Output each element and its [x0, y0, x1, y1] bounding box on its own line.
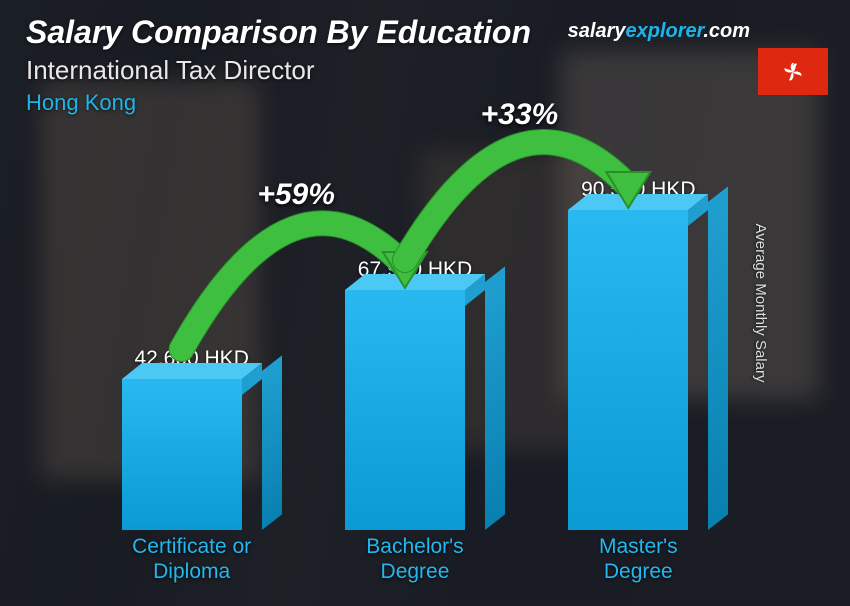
bar-front-face	[345, 290, 465, 530]
y-axis-label: Average Monthly Salary	[752, 224, 769, 383]
job-title: International Tax Director	[26, 55, 531, 86]
location: Hong Kong	[26, 90, 531, 116]
bar-front-face	[568, 210, 688, 530]
brand-part1: salary	[568, 20, 626, 42]
bar-side-face	[485, 266, 505, 530]
page-title: Salary Comparison By Education	[26, 14, 531, 51]
flag-hong-kong	[758, 48, 828, 95]
brand-part2: explorer	[625, 20, 703, 42]
bar-1: 67,900 HKD	[325, 258, 505, 530]
brand-logo: salaryexplorer.com	[568, 20, 750, 43]
increment-label: +59%	[257, 178, 335, 212]
bar-side-face	[262, 355, 282, 530]
bar-front-face	[122, 379, 242, 530]
category-label: Certificate orDiploma	[97, 534, 287, 584]
categories-container: Certificate orDiploma Bachelor'sDegree Mas…	[80, 534, 750, 584]
bar-2: 90,500 HKD	[548, 178, 728, 530]
category-label: Bachelor'sDegree	[320, 534, 510, 584]
category-label: Master'sDegree	[543, 534, 733, 584]
flag-bauhinia-icon	[777, 56, 809, 88]
bar-side-face	[708, 186, 728, 530]
increment-label: +33%	[481, 98, 559, 132]
header: Salary Comparison By Education Internati…	[26, 14, 531, 116]
brand-part3: .com	[703, 20, 750, 42]
bars-container: 42,600 HKD 67,900 HKD 90,500 HKD	[80, 170, 750, 530]
salary-bar-chart: 42,600 HKD 67,900 HKD 90,500 HKD	[80, 114, 750, 584]
bar-0: 42,600 HKD	[102, 347, 282, 530]
